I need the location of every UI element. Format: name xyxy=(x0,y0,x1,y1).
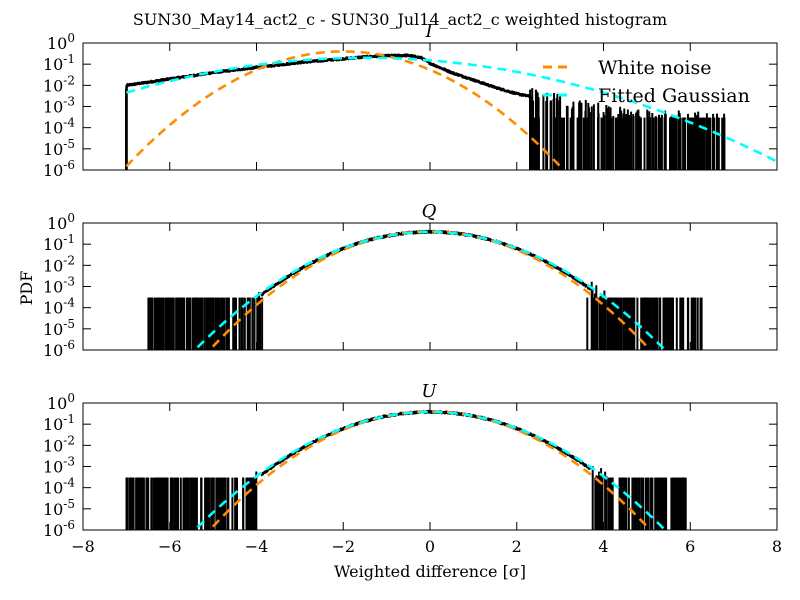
x-tick-label: 6 xyxy=(685,537,695,556)
legend: White noise Fitted Gaussian xyxy=(543,57,750,107)
y-tick-label: 10-1 xyxy=(43,412,75,434)
y-tick-label: 10-2 xyxy=(43,433,75,455)
x-tick-label: −6 xyxy=(158,537,182,556)
panel-title-I: I xyxy=(424,21,433,42)
y-tick-label: 10-3 xyxy=(43,275,75,297)
y-tick-label: 10-6 xyxy=(43,158,75,180)
y-tick-label: 10-6 xyxy=(43,338,75,360)
y-tick-label: 10-2 xyxy=(43,73,75,95)
panel-title-Q: Q xyxy=(422,201,437,222)
fitted-gaussian-curve xyxy=(193,410,667,530)
white-noise-curve xyxy=(125,50,566,170)
legend-fitted-gaussian-label: Fitted Gaussian xyxy=(598,85,750,107)
y-tick-label: 10-3 xyxy=(43,455,75,477)
y-tick-label: 10-4 xyxy=(43,296,75,318)
x-tick-label: 0 xyxy=(425,537,435,556)
fitted-gaussian-curve xyxy=(193,230,667,350)
y-tick-label: 10-5 xyxy=(43,317,75,339)
x-tick-label: 2 xyxy=(512,537,522,556)
y-tick-label: 10-4 xyxy=(43,116,75,138)
x-tick-labels: −8 −6 −4 −2 0 2 4 6 8 xyxy=(71,537,782,556)
y-tick-label: 100 xyxy=(47,211,75,233)
fit-lines-layer xyxy=(193,230,667,350)
x-axis-label: Weighted difference [σ] xyxy=(334,562,526,581)
y-tick-label: 10-5 xyxy=(43,137,75,159)
y-tick-label: 10-4 xyxy=(43,476,75,498)
fit-lines-layer xyxy=(125,50,777,170)
x-tick-label: −8 xyxy=(71,537,95,556)
y-tick-label: 10-1 xyxy=(43,232,75,254)
fit-lines-layer xyxy=(193,410,667,530)
fitted-gaussian-curve xyxy=(126,56,777,163)
panel-title-U: U xyxy=(421,381,437,402)
legend-white-noise-label: White noise xyxy=(598,57,712,79)
x-tick-label: −2 xyxy=(331,537,355,556)
figure-suptitle: SUN30_May14_act2_c - SUN30_Jul14_act2_c … xyxy=(133,10,667,29)
y-tick-label: 10-3 xyxy=(43,95,75,117)
x-tick-label: 4 xyxy=(598,537,608,556)
y-tick-label: 10-6 xyxy=(43,518,75,540)
y-tick-label: 10-2 xyxy=(43,253,75,275)
y-tick-label: 10-5 xyxy=(43,497,75,519)
y-tick-label: 10-1 xyxy=(43,52,75,74)
y-tick-label: 100 xyxy=(47,31,75,53)
x-tick-label: 8 xyxy=(772,537,782,556)
y-axis-label: PDF xyxy=(17,271,36,306)
histogram-noise-layer xyxy=(147,281,703,350)
x-tick-label: −4 xyxy=(245,537,269,556)
y-tick-label: 100 xyxy=(47,391,75,413)
